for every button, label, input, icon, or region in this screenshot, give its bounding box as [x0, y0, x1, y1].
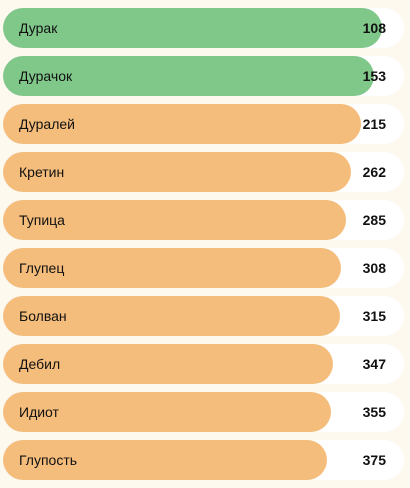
progress-bar [3, 152, 352, 192]
progress-bar [3, 8, 382, 48]
item-value: 262 [362, 164, 386, 180]
item-label: Кретин [19, 164, 65, 180]
item-label: Дурак [19, 20, 58, 36]
progress-bar [3, 200, 346, 240]
progress-bar [3, 56, 374, 96]
list-item[interactable]: Кретин 262 [3, 152, 404, 192]
list-item[interactable]: Дебил 347 [3, 344, 404, 384]
item-value: 108 [362, 20, 386, 36]
item-label: Глупец [19, 260, 65, 276]
item-value: 355 [362, 404, 386, 420]
list-item[interactable]: Дуралей 215 [3, 104, 404, 144]
item-value: 375 [362, 452, 386, 468]
item-label: Глупость [19, 452, 78, 468]
item-label: Идиот [19, 404, 59, 420]
item-value: 347 [362, 356, 386, 372]
list-item[interactable]: Болван 315 [3, 296, 404, 336]
item-label: Болван [19, 308, 67, 324]
progress-bar [3, 104, 362, 144]
progress-bar [3, 392, 332, 432]
item-label: Дебил [19, 356, 61, 372]
item-label: Дурачок [19, 68, 73, 84]
progress-bar [3, 344, 334, 384]
progress-bar [3, 248, 342, 288]
list-item[interactable]: Глупец 308 [3, 248, 404, 288]
list-item[interactable]: Глупость 375 [3, 440, 404, 480]
progress-bar [3, 296, 340, 336]
item-value: 308 [362, 260, 386, 276]
item-value: 215 [362, 116, 386, 132]
progress-bar [3, 440, 327, 480]
list-item[interactable]: Дурак 108 [3, 8, 404, 48]
list-item[interactable]: Идиот 355 [3, 392, 404, 432]
item-label: Дуралей [19, 116, 75, 132]
item-value: 285 [362, 212, 386, 228]
item-value: 153 [362, 68, 386, 84]
item-label: Тупица [19, 212, 65, 228]
ranking-list: Дурак 108 Дурачок 153 Дуралей 215 Кретин… [3, 8, 404, 488]
list-item[interactable]: Дурачок 153 [3, 56, 404, 96]
item-value: 315 [362, 308, 386, 324]
list-item[interactable]: Тупица 285 [3, 200, 404, 240]
